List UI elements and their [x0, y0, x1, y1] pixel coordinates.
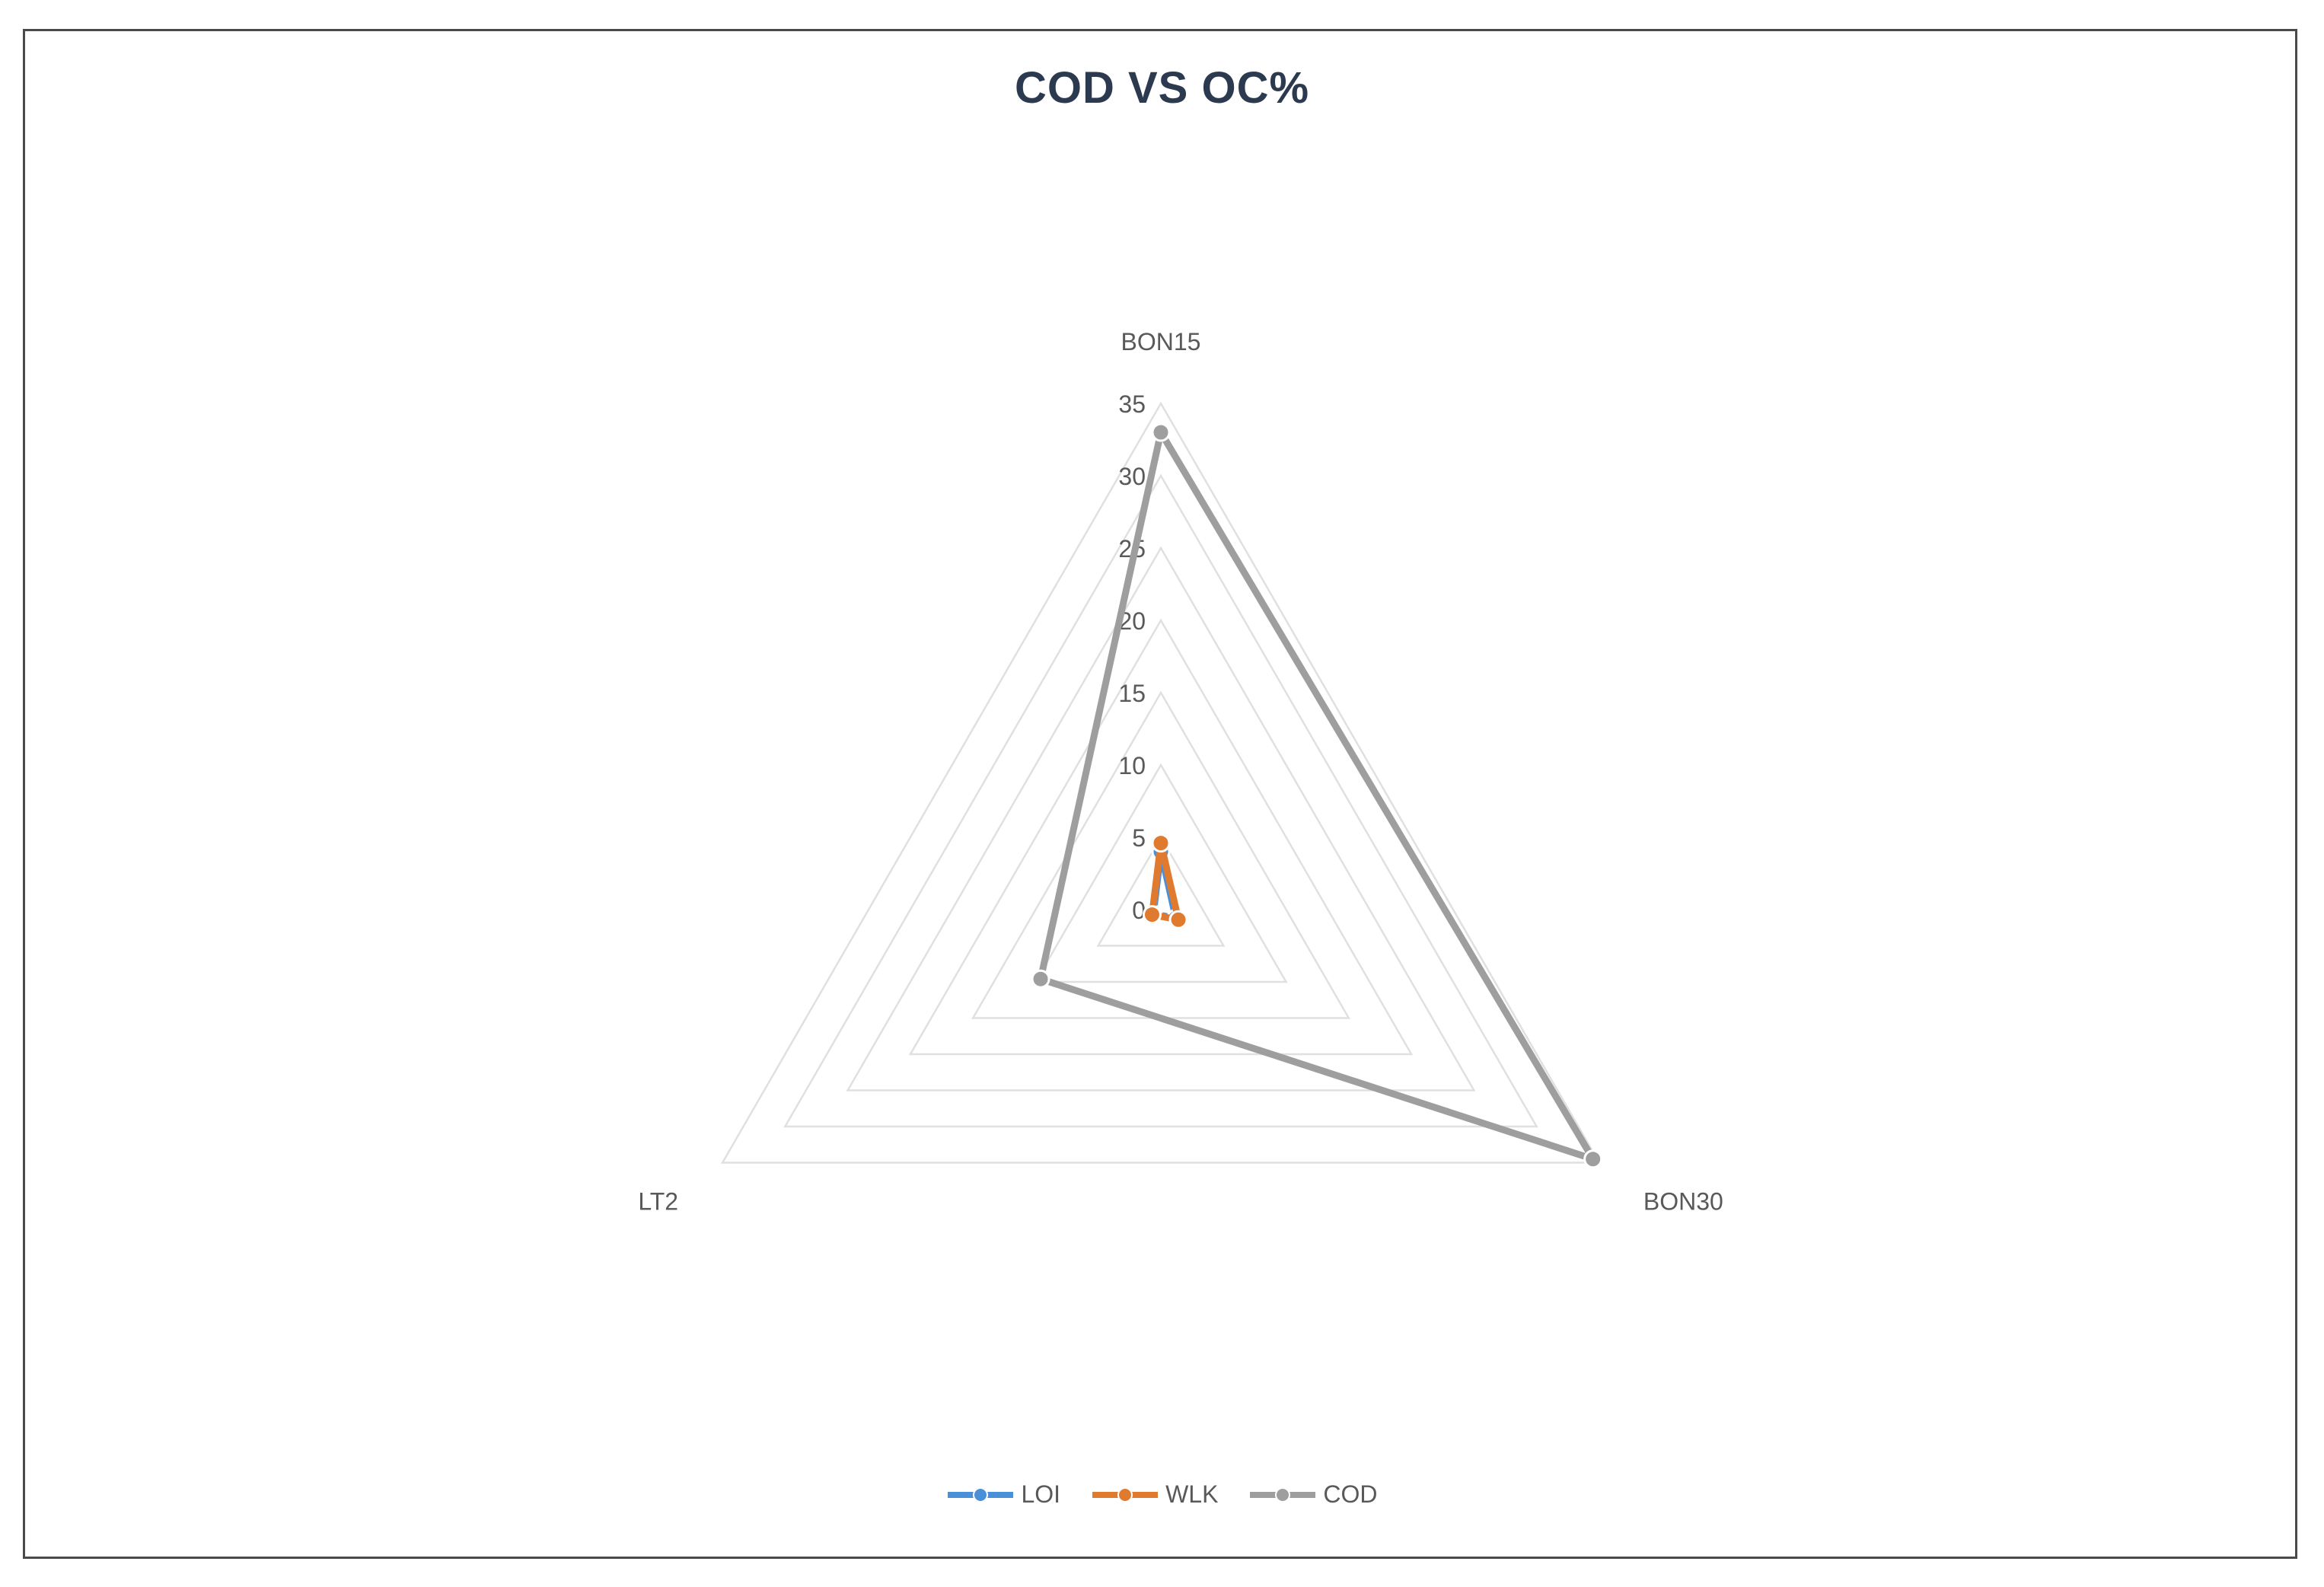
- category-label: BON15: [1121, 328, 1201, 355]
- radial-tick-label: 5: [1132, 824, 1146, 852]
- radial-tick-label: 30: [1118, 463, 1146, 490]
- radar-grid: [720, 401, 1602, 1164]
- radial-tick-label: 10: [1118, 752, 1146, 779]
- legend-marker: [1275, 1487, 1291, 1503]
- radial-tick-label: 15: [1118, 680, 1146, 707]
- category-label: BON30: [1643, 1188, 1723, 1216]
- legend-swatch: [1250, 1487, 1316, 1503]
- data-point: [1583, 1149, 1603, 1169]
- legend-marker: [1117, 1487, 1133, 1503]
- radial-tick-label: 35: [1118, 390, 1146, 418]
- legend-label: WLK: [1165, 1480, 1219, 1508]
- legend-item: LOI: [946, 1480, 1060, 1509]
- legend-item: WLK: [1091, 1480, 1218, 1509]
- series-wlk: [1142, 833, 1188, 929]
- legend-swatch: [1092, 1487, 1159, 1503]
- series-layer: [1031, 422, 1603, 1169]
- chart-title: COD VS OC%: [1014, 63, 1310, 113]
- chart-frame: [23, 29, 2297, 1559]
- legend-swatch: [948, 1487, 1014, 1503]
- category-labels: BON15 BON30 LT2: [638, 328, 1723, 1216]
- data-point: [1168, 910, 1188, 929]
- radial-tick-label: 0: [1132, 897, 1146, 924]
- series-line: [1037, 429, 1597, 1163]
- legend-marker: [973, 1487, 989, 1503]
- grid-ring: [783, 473, 1538, 1128]
- grid-ring: [846, 546, 1476, 1091]
- grid-ring: [1034, 763, 1288, 983]
- data-point: [1151, 422, 1171, 442]
- category-label: LT2: [638, 1188, 678, 1216]
- data-point: [1151, 833, 1171, 853]
- legend: LOI WLK COD: [0, 1480, 2324, 1509]
- series-cod: [1031, 422, 1603, 1169]
- legend-label: COD: [1323, 1480, 1378, 1508]
- grid-ring: [908, 618, 1414, 1056]
- grid-ring: [1096, 835, 1226, 947]
- data-point: [1031, 969, 1050, 989]
- legend-item: COD: [1248, 1480, 1378, 1509]
- legend-label: LOI: [1021, 1480, 1061, 1508]
- series-line: [1148, 840, 1182, 923]
- grid-ring: [720, 401, 1602, 1164]
- data-point: [1142, 905, 1162, 925]
